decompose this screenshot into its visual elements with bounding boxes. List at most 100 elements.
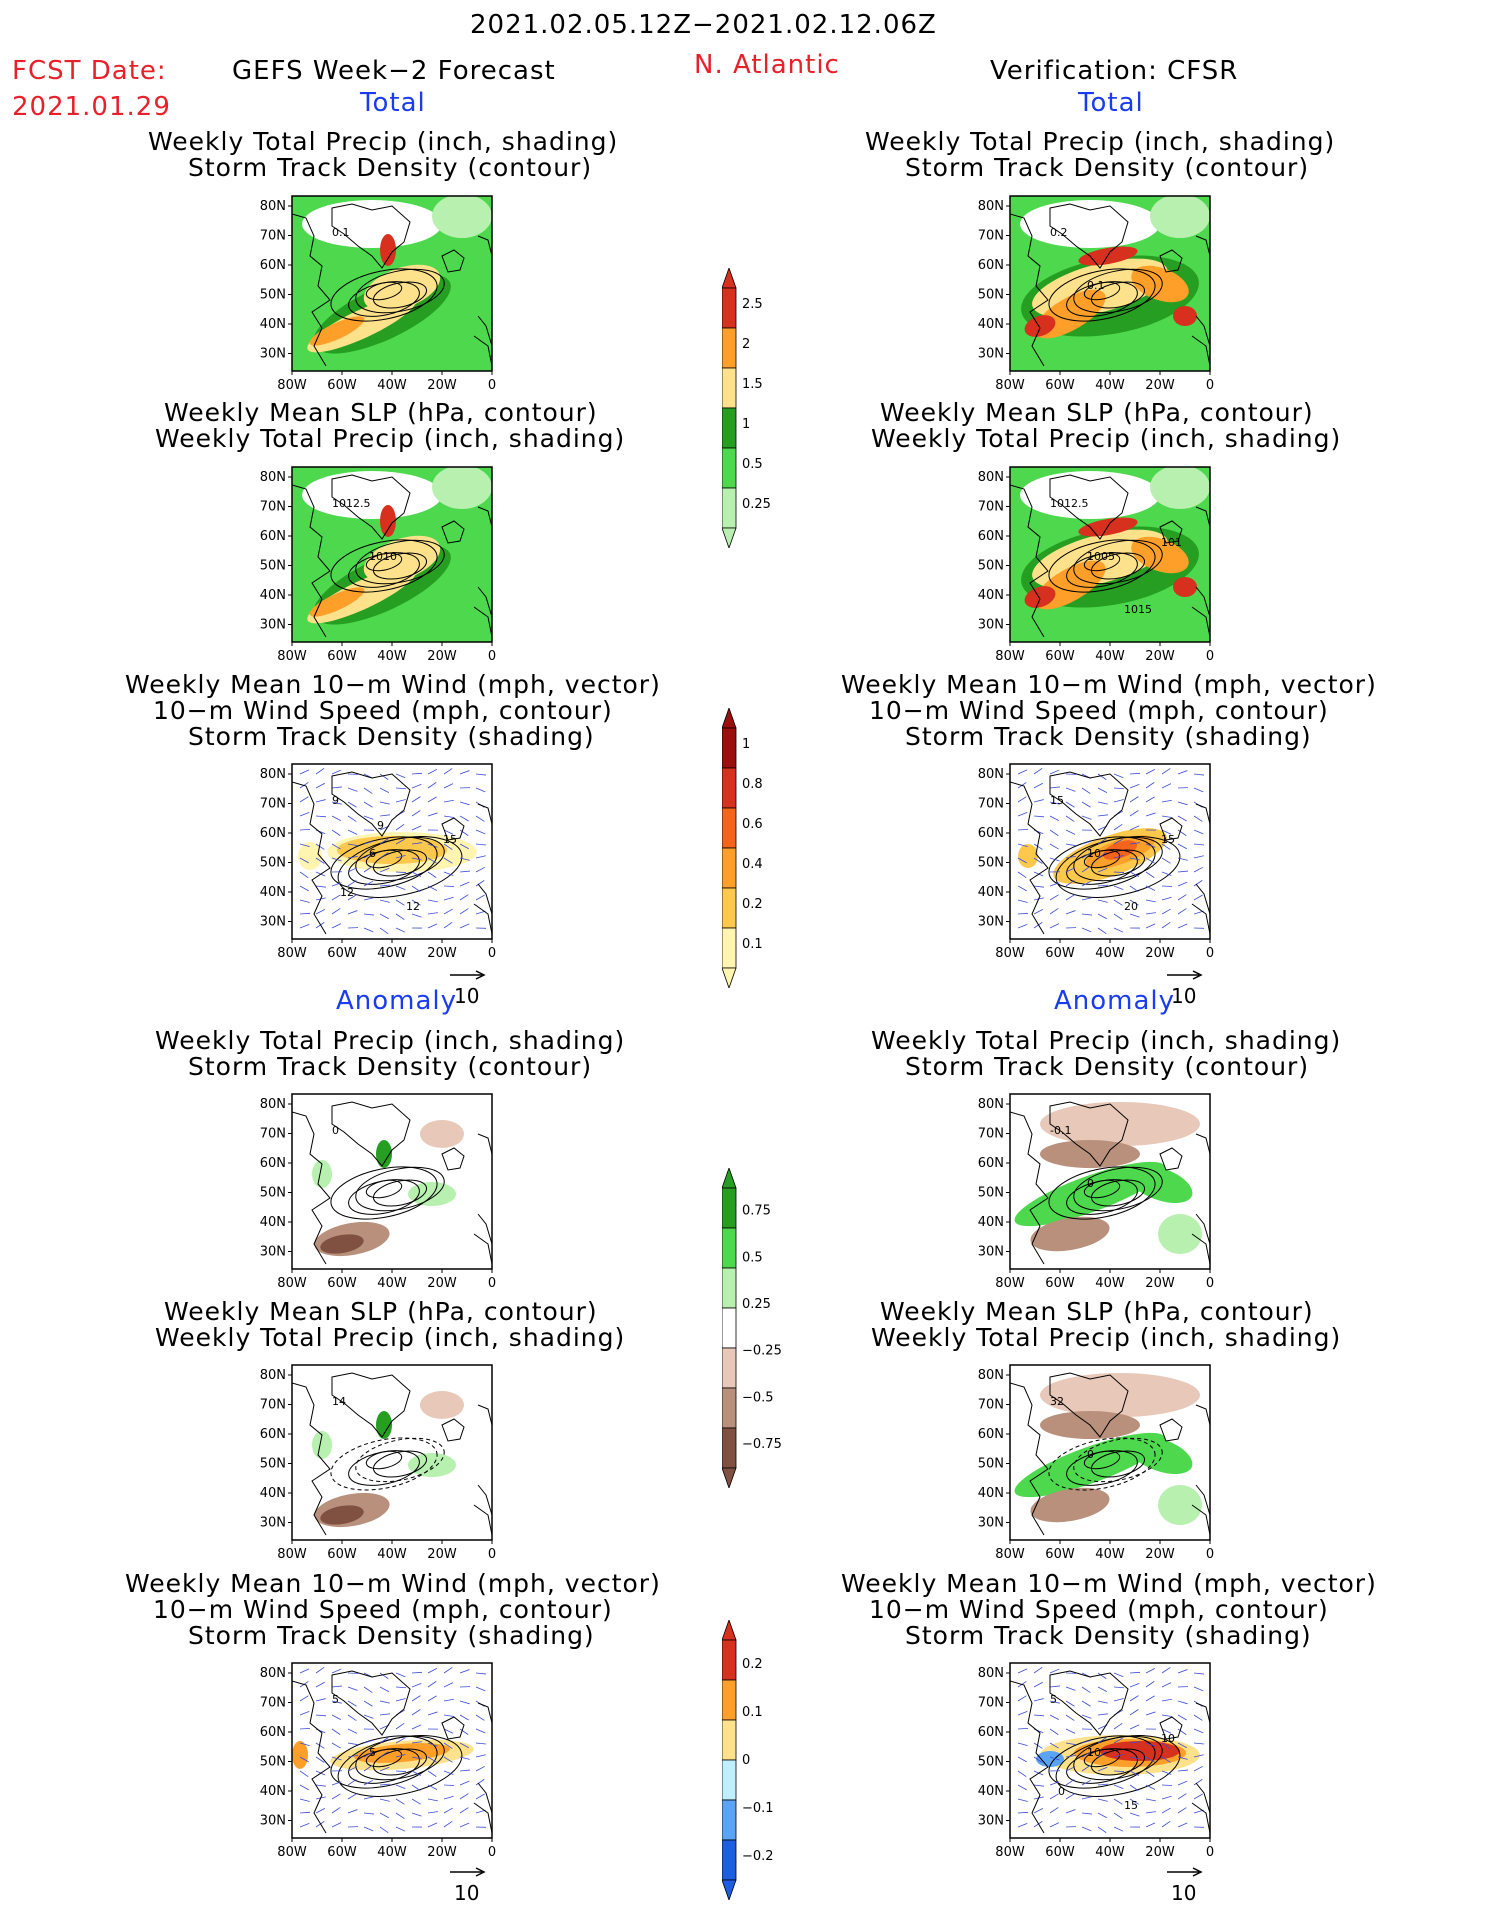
wind-vector <box>1145 812 1156 817</box>
colorbar-label: 2.5 <box>742 297 763 312</box>
wind-vector <box>1193 1793 1203 1800</box>
panel-title-l6-line3: Storm Track Density (shading) <box>188 1621 595 1650</box>
wind-vector <box>411 857 422 861</box>
contour-label: 1005 <box>1087 550 1115 563</box>
wind-vector <box>1145 1770 1155 1777</box>
lon-label: 80W <box>995 1547 1025 1562</box>
lat-label: 50N <box>260 1755 286 1770</box>
colorbar-segment <box>721 1759 737 1801</box>
wind-vector <box>1145 885 1156 891</box>
lon-label: 20W <box>427 1845 457 1860</box>
panel-title-r3-line2: 10−m Wind Speed (mph, contour) <box>869 696 1329 725</box>
wind-vector <box>411 1784 421 1791</box>
wind-vector <box>1017 796 1027 803</box>
contour-line <box>1090 1450 1146 1478</box>
wind-vector <box>443 1714 454 1717</box>
wind-vector <box>1097 899 1108 903</box>
wind-vector <box>443 922 453 929</box>
wind-vector <box>379 1686 390 1692</box>
wind-vector <box>427 1711 438 1716</box>
wind-vector <box>1049 801 1060 805</box>
wind-vector <box>1049 1822 1060 1828</box>
wind-vector <box>1097 1700 1108 1704</box>
lat-label: 60N <box>978 1427 1004 1442</box>
wind-vector <box>315 815 326 818</box>
lat-label: 40N <box>260 1784 286 1799</box>
wind-vector <box>395 871 407 873</box>
wind-vector <box>1129 825 1140 831</box>
wind-vector <box>1193 1714 1203 1721</box>
contour-label: 32 <box>1050 1395 1064 1408</box>
wind-vector <box>427 796 437 803</box>
wind-vector <box>459 1700 470 1705</box>
wind-vector <box>331 1756 342 1761</box>
lat-label: 30N <box>260 1814 286 1829</box>
wind-vector <box>1081 897 1092 901</box>
wind-vector <box>315 1681 325 1688</box>
contour-line <box>337 1735 463 1797</box>
wind-vector <box>1177 1756 1188 1760</box>
wind-vector <box>1097 1751 1107 1758</box>
wind-vector <box>331 894 341 901</box>
contour-label: 0 <box>1058 1785 1065 1798</box>
wind-vector <box>1097 1766 1108 1772</box>
colorbar-label: 0.1 <box>742 1705 763 1720</box>
wind-vector <box>1161 768 1171 775</box>
panel-title-l6-line1: Weekly Mean 10−m Wind (mph, vector) <box>125 1569 661 1598</box>
panel-title-r6-line1: Weekly Mean 10−m Wind (mph, vector) <box>841 1569 1377 1598</box>
colorbar-segment <box>721 407 737 449</box>
lon-label: 20W <box>427 649 457 664</box>
wind-vector <box>1097 927 1107 934</box>
wind-vector <box>331 1700 342 1704</box>
wind-vector <box>331 1728 341 1735</box>
lat-label: 70N <box>260 229 286 244</box>
panel-title-l5-line2: Weekly Total Precip (inch, shading) <box>155 1323 626 1352</box>
shading-region <box>312 1160 332 1188</box>
shading-region <box>1127 1435 1193 1475</box>
wind-vector <box>363 840 374 845</box>
wind-vector <box>1017 769 1028 775</box>
vector-ref-label: 10 <box>454 1881 480 1905</box>
wind-vector <box>411 825 422 831</box>
lat-label: 40N <box>978 1486 1004 1501</box>
wind-vector <box>1065 829 1076 835</box>
wind-vector <box>1161 1821 1171 1828</box>
colorbar-segment <box>721 1719 737 1761</box>
lat-label: 30N <box>978 1245 1004 1260</box>
wind-vector <box>1049 1728 1059 1735</box>
panel-title-l5-line1: Weekly Mean SLP (hPa, contour) <box>164 1297 598 1326</box>
colorbar-segment <box>721 807 737 849</box>
map-cfsr-anom-wind-track: 5 10 15 10 0 80N 70N 60N 50N 40N 30N 80W 60W 40W 20W 0 <box>960 1655 1214 1860</box>
wind-vector <box>1113 1826 1124 1832</box>
wind-vector <box>299 857 309 864</box>
wind-vector <box>1145 1711 1156 1716</box>
wind-vector <box>443 885 455 887</box>
wind-vector <box>315 909 326 915</box>
wind-vector <box>1145 1668 1156 1674</box>
wind-vector <box>1065 843 1076 847</box>
coastline <box>292 1101 492 1265</box>
wind-vector <box>1097 884 1108 887</box>
shading-region <box>380 234 396 266</box>
wind-vector <box>443 799 454 803</box>
colorbar-label: −0.5 <box>742 1390 774 1405</box>
wind-vector <box>1113 787 1125 790</box>
contour-line <box>330 1735 438 1789</box>
wind-vector <box>1065 1809 1076 1814</box>
wind-vector <box>459 829 469 836</box>
wind-vector <box>1129 1671 1141 1674</box>
wind-vector <box>475 894 485 901</box>
wind-vector <box>1161 1756 1171 1763</box>
lon-label: 40W <box>377 946 407 961</box>
wind-vector <box>1017 1742 1028 1747</box>
wind-vector <box>395 824 405 831</box>
wind-vector <box>315 843 325 850</box>
map-area: 0 <box>292 1094 492 1269</box>
wind-vector <box>443 1807 453 1814</box>
wind-vector <box>379 814 390 817</box>
wind-vector <box>427 1798 438 1802</box>
wind-vector <box>1145 843 1156 848</box>
wind-vector <box>1145 1784 1156 1790</box>
panel-title-l2-line1: Weekly Mean SLP (hPa, contour) <box>164 398 598 427</box>
coastline <box>292 203 492 367</box>
